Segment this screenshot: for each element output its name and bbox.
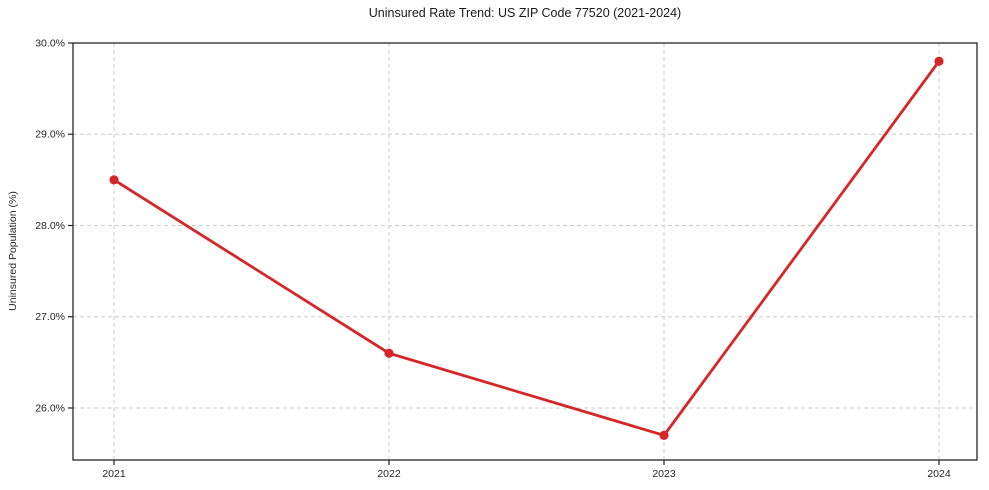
plot-background bbox=[73, 43, 977, 460]
x-tick-label: 2023 bbox=[652, 468, 676, 480]
data-point-marker bbox=[109, 175, 119, 185]
y-tick-label: 27.0% bbox=[35, 311, 65, 323]
y-tick-label: 29.0% bbox=[35, 129, 65, 141]
axes-spines bbox=[72, 42, 978, 461]
y-tick-label: 28.0% bbox=[35, 220, 65, 232]
x-tick-label: 2022 bbox=[377, 468, 401, 480]
x-tick-label: 2021 bbox=[102, 468, 126, 480]
chart-title: Uninsured Rate Trend: US ZIP Code 77520 … bbox=[368, 6, 682, 20]
y-tick-label: 26.0% bbox=[35, 402, 65, 414]
data-point-marker bbox=[934, 56, 944, 66]
x-tick-label: 2024 bbox=[927, 468, 951, 480]
data-point-marker bbox=[659, 430, 669, 440]
y-tick-label: 30.0% bbox=[35, 38, 65, 50]
data-point-marker bbox=[384, 348, 394, 358]
trend-line bbox=[112, 59, 941, 437]
